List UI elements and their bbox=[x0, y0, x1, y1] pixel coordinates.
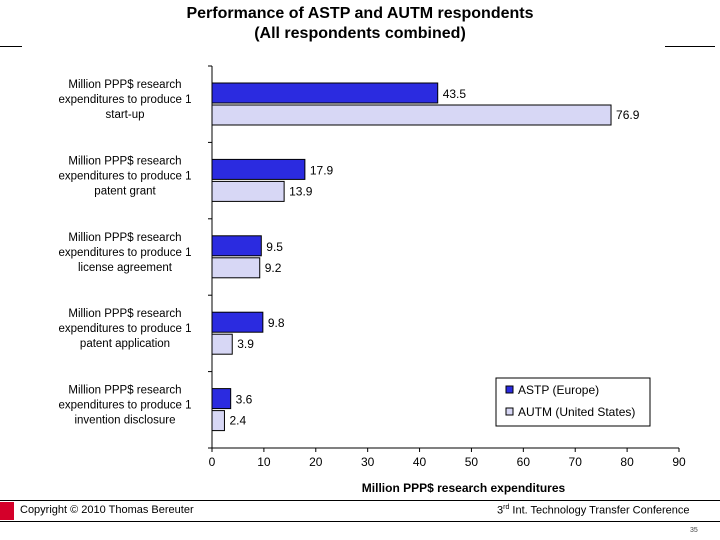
x-tick-label: 30 bbox=[361, 455, 375, 469]
data-label-astp: 43.5 bbox=[443, 87, 467, 101]
legend-swatch bbox=[505, 385, 514, 394]
chart-title: Performance of ASTP and AUTM respondents… bbox=[130, 4, 590, 44]
bar-autm bbox=[211, 410, 225, 432]
data-label-autm: 13.9 bbox=[289, 184, 313, 198]
footer-accent bbox=[0, 502, 14, 520]
data-label-astp: 9.5 bbox=[266, 240, 283, 254]
x-tick-label: 90 bbox=[672, 455, 686, 469]
footer-copyright: Copyright © 2010 Thomas Bereuter bbox=[20, 504, 194, 516]
category-label: Million PPP$ research bbox=[68, 232, 181, 244]
bar-autm bbox=[211, 180, 285, 202]
legend-label: ASTP (Europe) bbox=[518, 383, 599, 397]
x-axis-label: Million PPP$ research expenditures bbox=[362, 481, 566, 495]
bar-astp bbox=[211, 158, 306, 180]
x-tick-label: 0 bbox=[209, 455, 216, 469]
x-tick-label: 10 bbox=[257, 455, 271, 469]
x-tick-label: 20 bbox=[309, 455, 323, 469]
footer-conference-num: 3 bbox=[497, 504, 504, 517]
footer-conference-text: Int. Technology Transfer Conference bbox=[509, 504, 690, 517]
header-rule-right bbox=[665, 46, 715, 47]
legend-swatch bbox=[505, 407, 514, 416]
category-label: start-up bbox=[106, 109, 145, 121]
category-label: expenditures to produce 1 bbox=[59, 323, 192, 335]
data-label-autm: 9.2 bbox=[265, 261, 282, 275]
page-number: 35 bbox=[690, 527, 698, 534]
legend-box bbox=[495, 377, 651, 427]
category-label: Million PPP$ research bbox=[68, 385, 181, 397]
category-label: patent grant bbox=[94, 185, 156, 197]
title-line-2: (All respondents combined) bbox=[254, 25, 466, 42]
legend-label: AUTM (United States) bbox=[518, 405, 635, 419]
bar-astp bbox=[211, 388, 232, 410]
x-tick-label: 80 bbox=[620, 455, 634, 469]
bar-autm bbox=[211, 257, 261, 279]
category-label: Million PPP$ research bbox=[68, 308, 181, 320]
bar-astp bbox=[211, 235, 262, 257]
bar-autm bbox=[211, 104, 612, 126]
category-label: expenditures to produce 1 bbox=[59, 400, 192, 412]
bar-astp bbox=[211, 311, 264, 333]
category-label: license agreement bbox=[78, 262, 173, 274]
category-label: Million PPP$ research bbox=[68, 155, 181, 167]
x-tick-label: 50 bbox=[465, 455, 479, 469]
category-label: expenditures to produce 1 bbox=[59, 94, 192, 106]
category-label: Million PPP$ research bbox=[68, 79, 181, 91]
category-label: expenditures to produce 1 bbox=[59, 247, 192, 259]
category-label: patent application bbox=[80, 338, 170, 350]
footer-bar bbox=[0, 500, 720, 522]
category-label: invention disclosure bbox=[74, 415, 175, 427]
header-rule-left bbox=[0, 46, 22, 47]
data-label-astp: 3.6 bbox=[236, 393, 253, 407]
x-tick-label: 70 bbox=[569, 455, 583, 469]
x-tick-label: 40 bbox=[413, 455, 427, 469]
data-label-astp: 9.8 bbox=[268, 316, 285, 330]
data-label-autm: 76.9 bbox=[616, 108, 640, 122]
bar-autm bbox=[211, 333, 233, 355]
data-label-autm: 3.9 bbox=[237, 337, 254, 351]
footer-conference: 3rd Int. Technology Transfer Conference bbox=[497, 504, 690, 517]
data-label-autm: 2.4 bbox=[229, 414, 246, 428]
category-label: expenditures to produce 1 bbox=[59, 170, 192, 182]
title-line-1: Performance of ASTP and AUTM respondents bbox=[186, 5, 534, 22]
x-tick-label: 60 bbox=[517, 455, 531, 469]
footer-conference-sup: rd bbox=[503, 504, 510, 511]
bar-chart: 0 10 20 30 40 50 60 70 80 90 Million PPP$ research… bbox=[59, 65, 686, 495]
data-label-astp: 17.9 bbox=[310, 163, 334, 177]
bar-astp bbox=[211, 82, 439, 104]
